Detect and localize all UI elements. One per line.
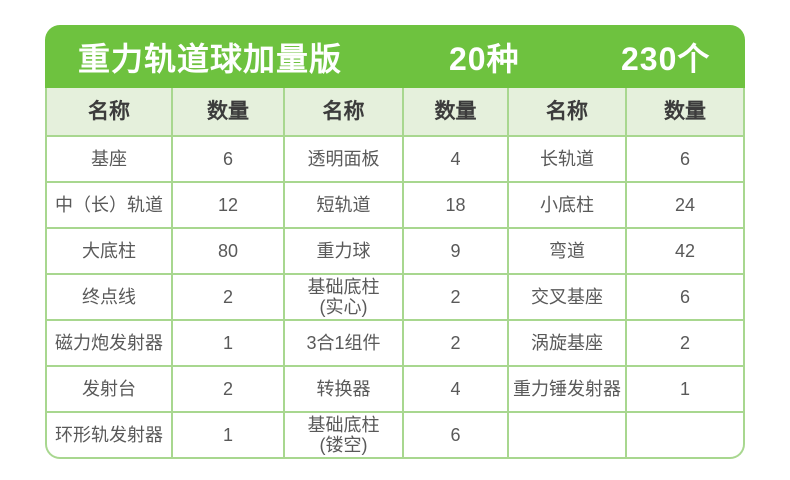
cell-part-name: 小底柱 — [509, 183, 625, 227]
cell-part-name: 大底柱 — [47, 229, 171, 273]
cell-part-name: 中（长）轨道 — [47, 183, 171, 227]
title-bar: 重力轨道球加量版 20种 230个 — [45, 25, 745, 88]
cell-part-name-empty — [509, 413, 625, 457]
cell-part-qty: 1 — [173, 413, 283, 457]
cell-part-name: 转换器 — [285, 367, 402, 411]
col-header-name: 名称 — [47, 88, 171, 135]
cell-part-qty: 6 — [627, 275, 743, 319]
cell-part-qty: 24 — [627, 183, 743, 227]
cell-part-qty: 2 — [173, 367, 283, 411]
cell-part-name: 弯道 — [509, 229, 625, 273]
cell-part-name: 交叉基座 — [509, 275, 625, 319]
cell-part-qty: 2 — [627, 321, 743, 365]
col-header-name: 名称 — [509, 88, 625, 135]
cell-part-qty-empty — [627, 413, 743, 457]
cell-part-name: 环形轨发射器 — [47, 413, 171, 457]
col-header-qty: 数量 — [404, 88, 507, 135]
cell-part-qty: 1 — [173, 321, 283, 365]
cell-part-name: 基础底柱 (镂空) — [285, 413, 402, 457]
cell-part-qty: 6 — [404, 413, 507, 457]
total-count: 230个 — [621, 40, 711, 77]
cell-part-name: 发射台 — [47, 367, 171, 411]
cell-part-name: 长轨道 — [509, 137, 625, 181]
cell-part-qty: 9 — [404, 229, 507, 273]
cell-part-name: 涡旋基座 — [509, 321, 625, 365]
cell-part-name: 终点线 — [47, 275, 171, 319]
cell-part-qty: 4 — [404, 367, 507, 411]
cell-part-name: 3合1组件 — [285, 321, 402, 365]
cell-part-name: 短轨道 — [285, 183, 402, 227]
cell-part-qty: 6 — [627, 137, 743, 181]
variety-count: 20种 — [449, 40, 520, 77]
col-header-qty: 数量 — [627, 88, 743, 135]
cell-part-name: 磁力炮发射器 — [47, 321, 171, 365]
col-header-name: 名称 — [285, 88, 402, 135]
cell-part-qty: 6 — [173, 137, 283, 181]
product-title: 重力轨道球加量版 — [78, 40, 343, 77]
parts-table: 名称 数量 名称 数量 名称 数量 基座 6 透明面板 4 长轨道 6 中（长）… — [45, 88, 745, 459]
parts-grid: 名称 数量 名称 数量 名称 数量 基座 6 透明面板 4 长轨道 6 中（长）… — [47, 88, 743, 457]
cell-part-qty: 4 — [404, 137, 507, 181]
cell-part-qty: 2 — [404, 275, 507, 319]
cell-part-name: 重力球 — [285, 229, 402, 273]
cell-part-name: 透明面板 — [285, 137, 402, 181]
cell-part-qty: 12 — [173, 183, 283, 227]
cell-part-qty: 1 — [627, 367, 743, 411]
cell-part-name: 基座 — [47, 137, 171, 181]
cell-part-qty: 80 — [173, 229, 283, 273]
cell-part-qty: 42 — [627, 229, 743, 273]
cell-part-qty: 18 — [404, 183, 507, 227]
cell-part-name: 重力锤发射器 — [509, 367, 625, 411]
cell-part-name: 基础底柱 (实心) — [285, 275, 402, 319]
cell-part-qty: 2 — [404, 321, 507, 365]
cell-part-qty: 2 — [173, 275, 283, 319]
col-header-qty: 数量 — [173, 88, 283, 135]
